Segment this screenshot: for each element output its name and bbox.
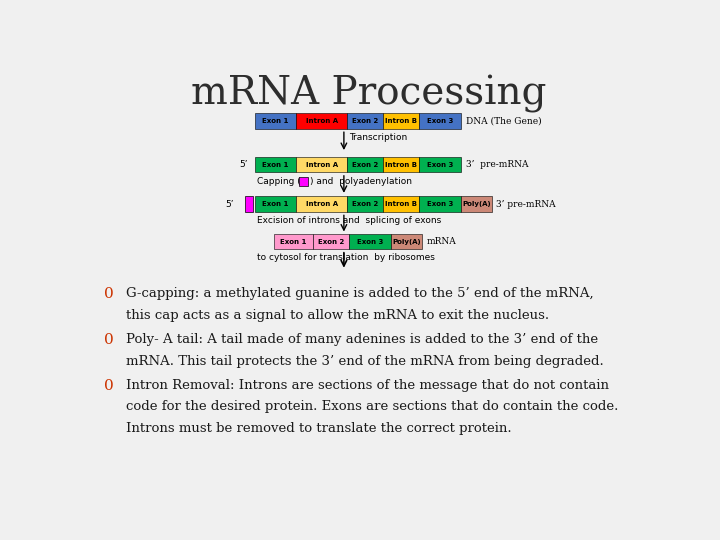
Text: Exon 3: Exon 3 bbox=[427, 201, 454, 207]
Bar bbox=[347, 157, 383, 172]
Text: 5’: 5’ bbox=[225, 200, 233, 208]
Text: 5’: 5’ bbox=[240, 160, 248, 169]
Bar bbox=[255, 113, 297, 129]
Text: 3’ pre-mRNA: 3’ pre-mRNA bbox=[496, 200, 556, 208]
Text: Intron A: Intron A bbox=[305, 118, 338, 124]
Text: to cytosol for translation  by ribosomes: to cytosol for translation by ribosomes bbox=[258, 253, 436, 262]
Bar bbox=[313, 234, 349, 249]
Text: Exon 2: Exon 2 bbox=[318, 239, 344, 245]
Bar bbox=[297, 196, 347, 212]
Bar bbox=[274, 234, 313, 249]
Text: G-capping: a methylated guanine is added to the 5’ end of the mRNA,: G-capping: a methylated guanine is added… bbox=[126, 287, 594, 300]
Bar bbox=[419, 113, 461, 129]
Text: mRNA: mRNA bbox=[426, 237, 456, 246]
Text: Exon 3: Exon 3 bbox=[427, 118, 454, 124]
Text: Exon 1: Exon 1 bbox=[262, 118, 289, 124]
Bar bbox=[383, 157, 419, 172]
Text: Exon 1: Exon 1 bbox=[262, 161, 289, 167]
Text: Exon 3: Exon 3 bbox=[427, 161, 454, 167]
Text: Exon 3: Exon 3 bbox=[357, 239, 384, 245]
Text: Poly(A): Poly(A) bbox=[392, 239, 421, 245]
Bar bbox=[419, 196, 461, 212]
Bar bbox=[347, 113, 383, 129]
Text: Intron B: Intron B bbox=[385, 161, 417, 167]
Bar bbox=[245, 196, 253, 212]
Bar bbox=[347, 196, 383, 212]
Bar bbox=[419, 157, 461, 172]
Text: this cap acts as a signal to allow the mRNA to exit the nucleus.: this cap acts as a signal to allow the m… bbox=[126, 309, 549, 322]
Bar bbox=[461, 196, 492, 212]
Bar bbox=[297, 157, 347, 172]
Text: DNA (The Gene): DNA (The Gene) bbox=[466, 117, 541, 125]
Text: mRNA. This tail protects the 3’ end of the mRNA from being degraded.: mRNA. This tail protects the 3’ end of t… bbox=[126, 355, 604, 368]
Text: Intron B: Intron B bbox=[385, 118, 417, 124]
Bar bbox=[383, 196, 419, 212]
Text: Capping (: Capping ( bbox=[258, 177, 301, 186]
Text: Intron Removal: Introns are sections of the message that do not contain: Intron Removal: Introns are sections of … bbox=[126, 379, 609, 392]
Bar bbox=[300, 177, 308, 186]
Text: Exon 2: Exon 2 bbox=[351, 161, 378, 167]
Text: code for the desired protein. Exons are sections that do contain the code.: code for the desired protein. Exons are … bbox=[126, 400, 618, 413]
Text: Excision of introns and  splicing of exons: Excision of introns and splicing of exon… bbox=[258, 217, 441, 225]
Text: Transcription: Transcription bbox=[349, 133, 408, 142]
Text: 0: 0 bbox=[104, 333, 114, 347]
Bar bbox=[349, 234, 392, 249]
Text: Exon 1: Exon 1 bbox=[281, 239, 307, 245]
Text: Introns must be removed to translate the correct protein.: Introns must be removed to translate the… bbox=[126, 422, 512, 435]
Text: ) and  polyadenylation: ) and polyadenylation bbox=[310, 177, 413, 186]
Text: Intron A: Intron A bbox=[305, 161, 338, 167]
Bar bbox=[255, 196, 297, 212]
Text: 0: 0 bbox=[104, 287, 114, 301]
Text: Exon 2: Exon 2 bbox=[351, 201, 378, 207]
Bar bbox=[255, 157, 297, 172]
Text: Exon 2: Exon 2 bbox=[351, 118, 378, 124]
Bar bbox=[392, 234, 422, 249]
Text: Exon 1: Exon 1 bbox=[262, 201, 289, 207]
Text: 3’  pre-mRNA: 3’ pre-mRNA bbox=[466, 160, 528, 169]
Text: 0: 0 bbox=[104, 379, 114, 393]
Text: mRNA Processing: mRNA Processing bbox=[192, 75, 546, 113]
Text: Poly- A tail: A tail made of many adenines is added to the 3’ end of the: Poly- A tail: A tail made of many adenin… bbox=[126, 333, 598, 346]
Text: Intron B: Intron B bbox=[385, 201, 417, 207]
Text: Intron A: Intron A bbox=[305, 201, 338, 207]
Text: Poly(A): Poly(A) bbox=[462, 201, 491, 207]
Bar bbox=[383, 113, 419, 129]
Bar bbox=[297, 113, 347, 129]
